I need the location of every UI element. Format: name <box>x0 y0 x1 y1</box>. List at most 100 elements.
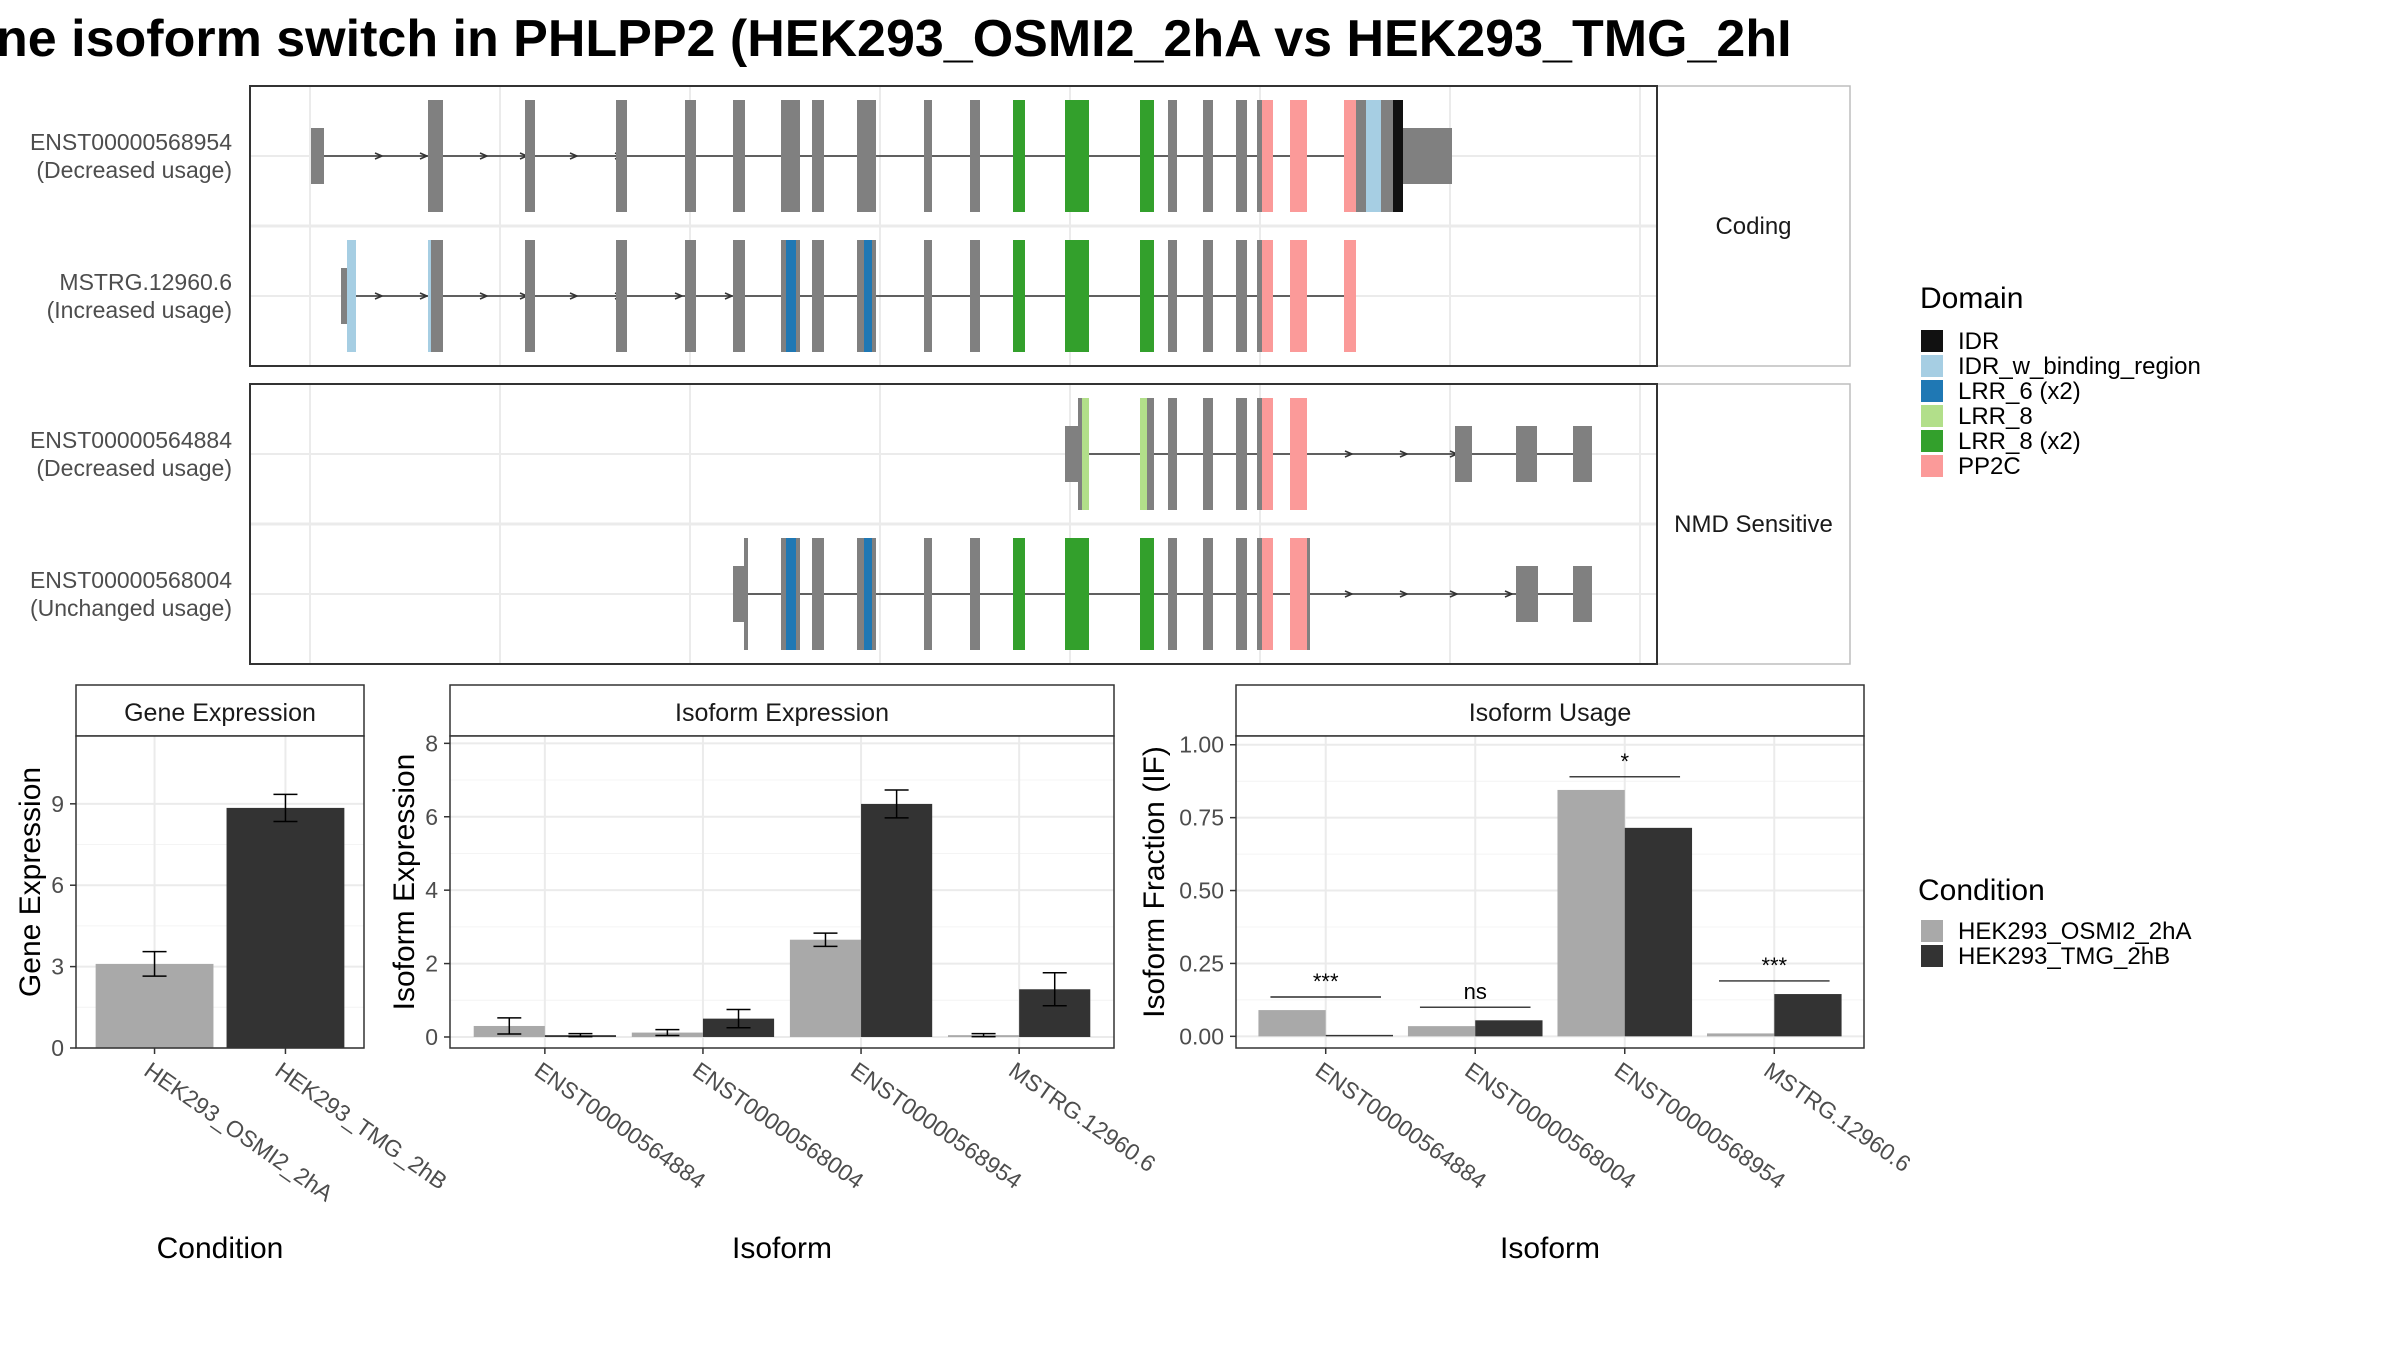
domain-exon <box>1065 240 1089 352</box>
bar <box>1258 1010 1326 1037</box>
significance-label: ns <box>1464 979 1487 1004</box>
coding-exon <box>525 240 535 352</box>
coding-exon <box>812 240 824 352</box>
utr-exon <box>1065 426 1078 482</box>
coding-exon <box>733 100 745 212</box>
domain-exon <box>1262 100 1273 212</box>
strand-arrow <box>374 292 384 300</box>
coding-exon <box>616 240 627 352</box>
y-tick-label: 3 <box>51 954 64 980</box>
domain-exon <box>1366 100 1381 212</box>
y-tick-label: 0.25 <box>1179 950 1224 976</box>
coding-exon <box>428 100 443 212</box>
strand-arrow <box>479 152 489 160</box>
coding-exon <box>1307 538 1310 650</box>
legend-swatch <box>1921 355 1943 377</box>
coding-exon <box>1203 240 1213 352</box>
x-tick-label: ENST00000564884 <box>530 1057 711 1194</box>
domain-legend-item: LRR_6 (x2) <box>1921 378 2081 405</box>
coding-exon <box>1257 398 1262 510</box>
utr-exon <box>341 268 347 324</box>
bar <box>226 807 345 1048</box>
coding-exon <box>1236 538 1247 650</box>
domain-exon <box>1065 538 1089 650</box>
domain-exon <box>1393 100 1403 212</box>
condition-legend-title: Condition <box>1918 874 2045 907</box>
coding-exon <box>924 100 932 212</box>
coding-exon <box>1168 398 1177 510</box>
legend-label: IDR_w_binding_region <box>1958 353 2201 380</box>
panel-border <box>249 85 1658 367</box>
isoform-usage-label: (Unchanged usage) <box>30 595 232 621</box>
domain-exon <box>1013 100 1025 212</box>
panel-border <box>75 735 365 1049</box>
domain-exon <box>1013 240 1025 352</box>
domain-exon <box>1082 398 1089 510</box>
domain-legend-item: LRR_8 (x2) <box>1921 428 2081 455</box>
plot-background <box>450 736 1114 1048</box>
bar <box>1475 1020 1543 1037</box>
utr-exon <box>1516 426 1537 482</box>
domain-exon <box>428 240 431 352</box>
domain-legend-item: PP2C <box>1921 453 2021 480</box>
bar <box>1325 1034 1393 1037</box>
strand-arrow <box>1399 450 1409 458</box>
coding-exon <box>1236 240 1247 352</box>
coding-exon <box>733 240 745 352</box>
transcript-ENST00000568954: ENST00000568954(Decreased usage) <box>30 100 1452 212</box>
domain-exon <box>347 240 356 352</box>
coding-exon <box>812 538 824 650</box>
x-axis-title: Condition <box>157 1232 284 1265</box>
domain-exon <box>1344 240 1356 352</box>
legend-swatch <box>1921 430 1943 452</box>
legend-label: LRR_6 (x2) <box>1958 378 2081 405</box>
y-tick-label: 0.50 <box>1179 878 1224 904</box>
strand-arrow <box>1399 590 1409 598</box>
coding-exon <box>924 240 932 352</box>
legend-swatch <box>1921 920 1943 942</box>
domain-exon <box>1262 538 1273 650</box>
plot-background <box>1236 736 1864 1048</box>
y-tick-label: 9 <box>51 791 64 817</box>
significance-label: * <box>1620 749 1629 774</box>
legend-swatch <box>1921 330 1943 352</box>
x-axis-title: Isoform <box>1500 1232 1600 1265</box>
legend-swatch <box>1921 380 1943 402</box>
coding-exon <box>616 100 627 212</box>
transcript-ENST00000568004: ENST00000568004(Unchanged usage) <box>30 538 1592 650</box>
utr-exon <box>1528 566 1538 622</box>
y-axis-title: Isoform Fraction (IF) <box>1138 746 1171 1018</box>
figure-title: ne isoform switch in PHLPP2 (HEK293_OSMI… <box>0 10 1792 68</box>
y-tick-label: 1.00 <box>1179 732 1224 758</box>
domain-exon <box>1290 100 1307 212</box>
isoform-id-label: MSTRG.12960.6 <box>59 269 232 295</box>
transcript-ENST00000564884: ENST00000564884(Decreased usage) <box>30 398 1592 510</box>
coding-exon <box>1078 398 1082 510</box>
coding-exon <box>1381 100 1393 212</box>
y-tick-label: 2 <box>425 951 438 977</box>
legend-swatch <box>1921 405 1943 427</box>
coding-exon <box>970 538 980 650</box>
coding-exon <box>857 100 876 212</box>
domain-exon <box>864 240 872 352</box>
domain-exon <box>1140 538 1154 650</box>
domain-legend-item: IDR_w_binding_region <box>1921 353 2201 380</box>
chart-strip <box>449 684 1115 737</box>
utr-exon <box>1403 128 1452 184</box>
isoform-id-label: ENST00000568004 <box>30 567 232 593</box>
strand-arrow <box>569 152 579 160</box>
chart-gene-expression: Gene Expression0369HEK293_OSMI2_2hAHEK29… <box>14 684 452 1265</box>
utr-exon <box>1573 426 1592 482</box>
coding-exon <box>1356 100 1366 212</box>
x-tick-label: MSTRG.12960.6 <box>1759 1057 1915 1177</box>
strand-arrow <box>419 292 429 300</box>
strand-arrow <box>419 152 429 160</box>
domain-exon <box>786 538 796 650</box>
strand-arrow <box>1344 450 1354 458</box>
domain-exon <box>1262 398 1273 510</box>
y-tick-label: 0 <box>425 1024 438 1050</box>
isoform-usage-label: (Increased usage) <box>47 297 232 323</box>
domain-exon <box>1065 100 1089 212</box>
